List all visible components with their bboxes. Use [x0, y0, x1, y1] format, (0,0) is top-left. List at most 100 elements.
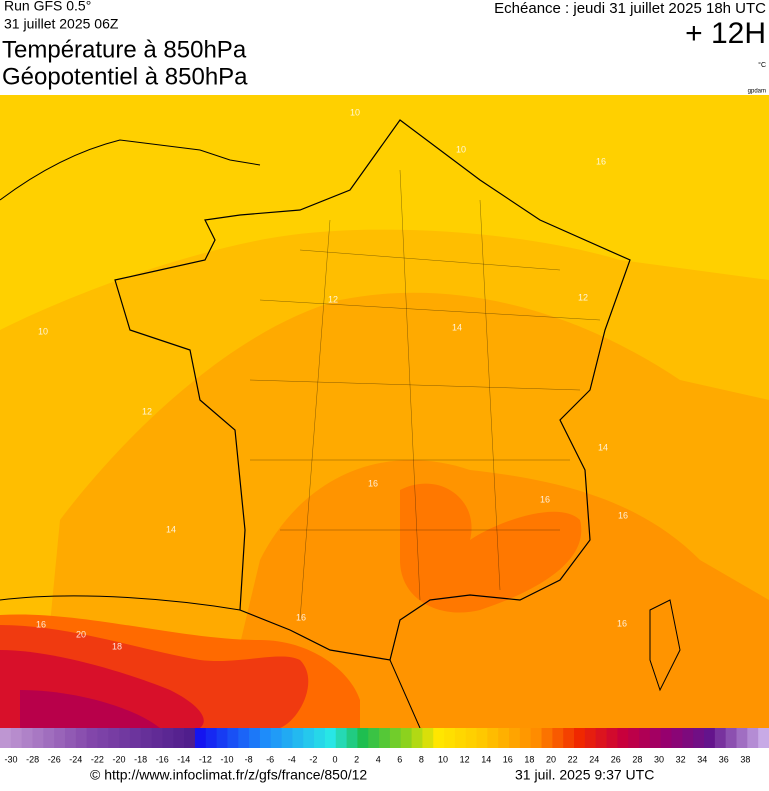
colorbar-label: -2 — [309, 754, 317, 764]
credit: gpdam — [748, 89, 766, 95]
colorbar-label: 28 — [632, 754, 642, 764]
contour-label: 16 — [296, 612, 306, 622]
colorbar-cell — [693, 728, 705, 748]
colorbar-cell — [216, 728, 228, 748]
colorbar-label: -16 — [156, 754, 169, 764]
colorbar-label: 34 — [697, 754, 707, 764]
colorbar-cell — [584, 728, 597, 748]
colorbar-cell — [21, 728, 33, 748]
colorbar-label: 38 — [740, 754, 750, 764]
colorbar-cell — [541, 728, 553, 748]
colorbar-cell — [238, 728, 250, 748]
colorbar-cell — [758, 728, 769, 748]
lead-time: + 12H — [685, 17, 766, 50]
colorbar-label: -10 — [220, 754, 233, 764]
colorbar-label: 30 — [654, 754, 664, 764]
colorbar-cell — [454, 728, 467, 748]
colorbar-cell — [140, 728, 153, 748]
colorbar-cell — [97, 728, 109, 748]
colorbar-label: 36 — [719, 754, 729, 764]
colorbar-cell — [563, 728, 575, 748]
title-2: Géopotentiel à 850hPa — [2, 63, 248, 90]
colorbar-cell — [422, 728, 434, 748]
colorbar-label: 22 — [568, 754, 578, 764]
colorbar-label: 12 — [460, 754, 470, 764]
colorbar-cell — [487, 728, 499, 748]
colorbar-cell — [714, 728, 727, 748]
colorbar-label: -6 — [266, 754, 274, 764]
contour-label: 18 — [112, 641, 122, 651]
colorbar-label: -22 — [91, 754, 104, 764]
colorbar-cell — [357, 728, 369, 748]
colorbar-label: 18 — [524, 754, 534, 764]
colorbar-cell — [119, 728, 131, 748]
colorbar-cell — [400, 728, 413, 748]
colorbar-cell — [574, 728, 586, 748]
contour-label: 14 — [166, 524, 176, 534]
colorbar-cell — [75, 728, 88, 748]
colorbar-label: -30 — [4, 754, 17, 764]
contour-label: 14 — [598, 442, 608, 452]
colorbar-cell — [129, 728, 142, 748]
colorbar-label: 16 — [503, 754, 513, 764]
colorbar-cell — [639, 728, 651, 748]
colorbar: -30 -28 -26 -24 -22 -20 -18 -16 -14 -12 -10 -8 -6 -4-… — [0, 728, 769, 764]
colorbar-cell — [249, 728, 261, 748]
source: © http://www.infoclimat.fr/z/gfs/france/… — [90, 767, 367, 783]
colorbar-label: 32 — [676, 754, 686, 764]
colorbar-label: -18 — [134, 754, 147, 764]
colorbar-label: -24 — [69, 754, 82, 764]
colorbar-cell — [433, 728, 445, 748]
title-1: Température à 850hPa — [2, 36, 247, 63]
run-label: Run GFS 0.5° — [4, 0, 91, 14]
colorbar-cell — [671, 728, 683, 748]
contour-label: 12 — [328, 294, 338, 304]
colorbar-cell — [411, 728, 423, 748]
colorbar-cell — [184, 728, 196, 748]
colorbar-cell — [747, 728, 759, 748]
run-date: 31 juillet 2025 06Z — [4, 16, 119, 32]
colorbar-cell — [86, 728, 98, 748]
contour-label: 16 — [368, 478, 378, 488]
colorbar-cell — [519, 728, 532, 748]
colorbar-cell — [64, 728, 77, 748]
colorbar-label: 24 — [589, 754, 599, 764]
contour-label: 16 — [617, 618, 627, 628]
colorbar-cell — [595, 728, 608, 748]
colorbar-cell — [498, 728, 510, 748]
colorbar-label: -20 — [112, 754, 125, 764]
colorbar-label: 14 — [481, 754, 491, 764]
contour-label: 14 — [452, 322, 462, 332]
colorbar-cell — [281, 728, 293, 748]
contour-label: 10 — [350, 107, 360, 117]
colorbar-cell — [346, 728, 358, 748]
colorbar-cell — [162, 728, 174, 748]
map: 10 10 16 10 12 14 12 12 14 16 16 14 16 1… — [0, 95, 769, 729]
timestamp: 31 juil. 2025 9:37 UTC — [515, 767, 654, 783]
contour-label: 10 — [38, 326, 48, 336]
colorbar-cell — [194, 728, 207, 748]
colorbar-label: 8 — [419, 754, 424, 764]
contour-label: 10 — [456, 144, 466, 154]
colorbar-cell — [704, 728, 716, 748]
colorbar-cell — [368, 728, 380, 748]
colorbar-cell — [389, 728, 402, 748]
colorbar-label: -28 — [26, 754, 39, 764]
colorbar-cell — [314, 728, 326, 748]
colorbar-label: 0 — [332, 754, 337, 764]
colorbar-cell — [379, 728, 391, 748]
colorbar-cell — [173, 728, 185, 748]
colorbar-cell — [303, 728, 315, 748]
contour-label: 16 — [596, 156, 606, 166]
contour-label: 20 — [76, 629, 86, 639]
contour-label: 16 — [540, 494, 550, 504]
colorbar-cell — [509, 728, 521, 748]
colorbar-cell — [628, 728, 640, 748]
colorbar-cell — [476, 728, 488, 748]
colorbar-cell — [649, 728, 662, 748]
colorbar-cell — [552, 728, 564, 748]
contour-label: 12 — [142, 406, 152, 416]
colorbar-cell — [54, 728, 66, 748]
